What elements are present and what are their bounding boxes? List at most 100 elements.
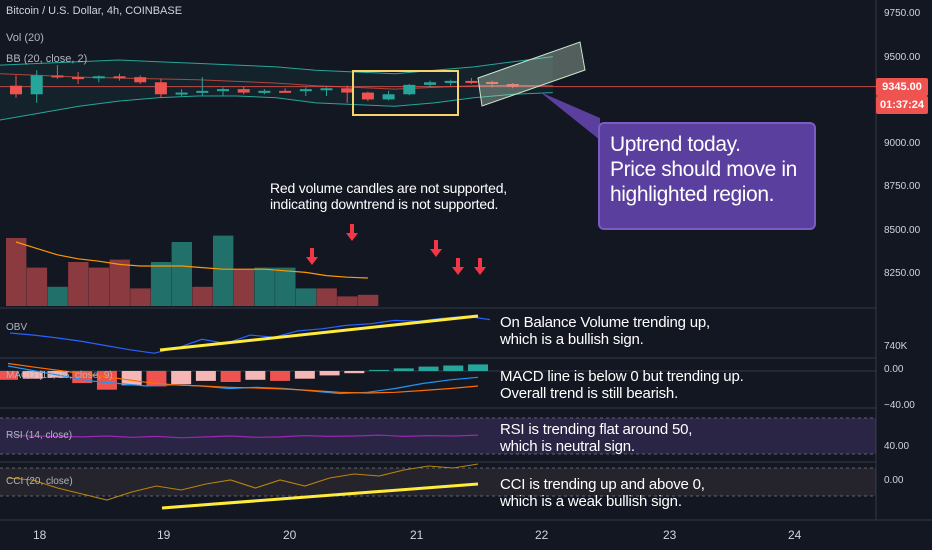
uptrend-callout: Uptrend today. Price should move in high… (598, 122, 816, 230)
down-arrow-shaft (350, 224, 354, 234)
candle-body (51, 75, 64, 78)
down-arrow-head (306, 257, 318, 265)
candle-body (361, 92, 374, 100)
macd-histogram-bar (369, 369, 390, 371)
macd-histogram-bar (393, 368, 414, 371)
volume-bar (192, 286, 213, 306)
down-arrow-shaft (434, 240, 438, 250)
macd-axis-tick-zero: 0.00 (884, 364, 904, 375)
bollinger-upper-line (0, 56, 553, 75)
macd-histogram-bar (171, 371, 192, 385)
candle-body (424, 82, 436, 85)
obv-axis-tick: 740K (884, 341, 908, 352)
time-tick-23: 23 (663, 528, 677, 542)
candle-body (465, 80, 478, 83)
price-tick-9500: 9500.00 (884, 52, 921, 63)
candle-body (258, 90, 271, 93)
macd-label: MACD (12, 26, close, 9) (6, 370, 113, 381)
chart-title: Bitcoin / U.S. Dollar, 4h, COINBASE (6, 5, 183, 17)
candle-body (341, 88, 354, 93)
volume-bar (88, 267, 110, 306)
bar-countdown-tag: 01:37:24 (876, 96, 928, 114)
macd-histogram-bar (443, 365, 464, 371)
rsi-annotation: RSI is trending flat around 50, which is… (500, 421, 693, 455)
price-tick-8750: 8750.00 (884, 181, 921, 192)
time-tick-20: 20 (283, 528, 297, 542)
volume-bar (295, 288, 317, 306)
macd-histogram-bar (22, 371, 43, 379)
time-tick-24: 24 (788, 528, 802, 542)
cci-band (0, 468, 876, 496)
volume-bar (275, 267, 296, 306)
macd-signal-line (7, 362, 479, 394)
callout-pointer (540, 92, 600, 140)
candle-body (382, 94, 395, 100)
down-arrow-head (346, 233, 358, 241)
cci-axis-tick: 0.00 (884, 475, 904, 486)
volume-bar (254, 267, 275, 306)
price-tick-8500: 8500.00 (884, 225, 921, 236)
time-tick-18: 18 (33, 528, 47, 542)
volume-bar (233, 269, 255, 306)
macd-annotation: MACD line is below 0 but trending up. Ov… (500, 368, 744, 402)
time-tick-21: 21 (410, 528, 424, 542)
macd-histogram-bar (0, 371, 18, 380)
volume-bar (213, 235, 234, 306)
price-tick-9750: 9750.00 (884, 8, 921, 19)
volume-legend: Vol (20) (6, 32, 44, 44)
macd-histogram-bar (270, 371, 291, 381)
obv-line (9, 315, 491, 354)
candle-body (10, 85, 22, 95)
candle-body (72, 77, 85, 80)
candle-body (444, 80, 457, 83)
candle-body (30, 75, 43, 95)
down-arrow-head (452, 267, 464, 275)
volume-ma-line (15, 241, 368, 279)
macd-histogram-bar (319, 371, 340, 376)
macd-histogram-bar (121, 371, 142, 386)
highlight-box (352, 70, 459, 116)
candle-body (486, 81, 499, 84)
volume-bar (6, 238, 27, 306)
down-arrow-shaft (478, 258, 482, 268)
obv-label: OBV (6, 322, 28, 333)
down-arrow-head (474, 267, 486, 275)
volume-bar (109, 259, 130, 306)
macd-histogram-bar (468, 364, 488, 371)
rsi-label: RSI (14, close) (6, 430, 73, 441)
cci-label: CCI (20, close) (6, 476, 73, 487)
macd-histogram-bar (418, 366, 439, 371)
projected-region (477, 41, 586, 107)
obv-annotation: On Balance Volume trending up, which is … (500, 314, 710, 348)
cci-trendline (161, 482, 479, 510)
candle-body (299, 89, 312, 92)
candle-body (134, 77, 147, 83)
macd-histogram-bar (245, 371, 266, 380)
time-tick-19: 19 (157, 528, 171, 542)
candle-body (320, 88, 333, 91)
volume-bar (68, 262, 89, 306)
candle-body (196, 90, 209, 93)
rsi-line (7, 434, 479, 439)
volume-bar (47, 286, 68, 306)
macd-histogram-bar (294, 371, 315, 379)
down-arrow-shaft (310, 248, 314, 258)
bollinger-lower-line (0, 92, 553, 121)
macd-axis-tick-neg: −40.00 (884, 400, 915, 411)
obv-trendline (159, 314, 479, 352)
cci-line (7, 463, 479, 501)
candle-body (217, 89, 229, 92)
volume-bar (130, 288, 151, 306)
candle-body (175, 92, 188, 95)
time-tick-22: 22 (535, 528, 549, 542)
bollinger-fill (0, 56, 553, 120)
volume-bar (150, 262, 172, 306)
volume-annotation: Red volume candles are not supported, in… (270, 180, 507, 212)
macd-histogram-bar (220, 371, 241, 382)
volume-bar (316, 288, 337, 306)
volume-bar (357, 294, 379, 306)
macd-histogram-bar (47, 371, 68, 378)
volume-bar (26, 267, 48, 306)
